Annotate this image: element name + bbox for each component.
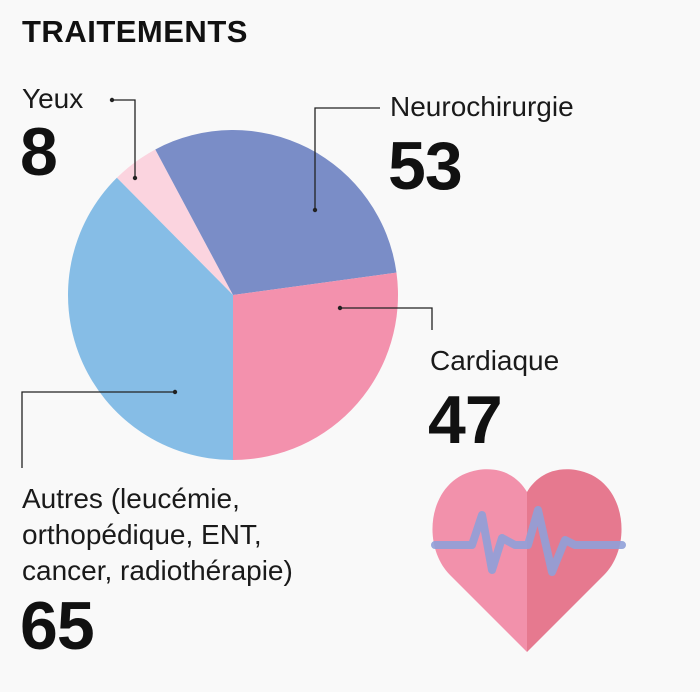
leader-dot (312, 207, 318, 213)
pulse-line (431, 506, 626, 576)
heart-right-half (527, 469, 622, 652)
label-autres-line1: Autres (leucémie, (22, 483, 240, 514)
leader-dot (109, 97, 115, 103)
value-cardiaque: 47 (428, 382, 503, 458)
label-autres-line2: orthopédique, ENT, (22, 519, 262, 550)
slice-cardiaque (233, 272, 398, 460)
value-yeux: 8 (20, 114, 58, 190)
label-neurochirurgie: Neurochirurgie (390, 91, 574, 122)
leader-dot (132, 175, 138, 181)
value-autres: 65 (20, 588, 95, 664)
leader-cardiaque (340, 307, 433, 330)
label-autres-line3: cancer, radiothérapie) (22, 555, 293, 586)
leader-autres (21, 391, 175, 468)
leader-neurochirurgie (314, 107, 380, 210)
slice-yeux (116, 149, 233, 295)
slice-neurochirurgie (155, 129, 397, 295)
slice-autres (68, 177, 234, 461)
label-cardiaque: Cardiaque (430, 345, 560, 376)
leader-yeux (112, 99, 136, 178)
chart-title: TRAITEMENTS (22, 14, 248, 49)
heart-left-half (432, 469, 527, 652)
value-neurochirurgie: 53 (388, 128, 463, 204)
leader-dot (172, 389, 178, 395)
leader-dot (337, 305, 343, 311)
label-yeux: Yeux (22, 83, 84, 114)
